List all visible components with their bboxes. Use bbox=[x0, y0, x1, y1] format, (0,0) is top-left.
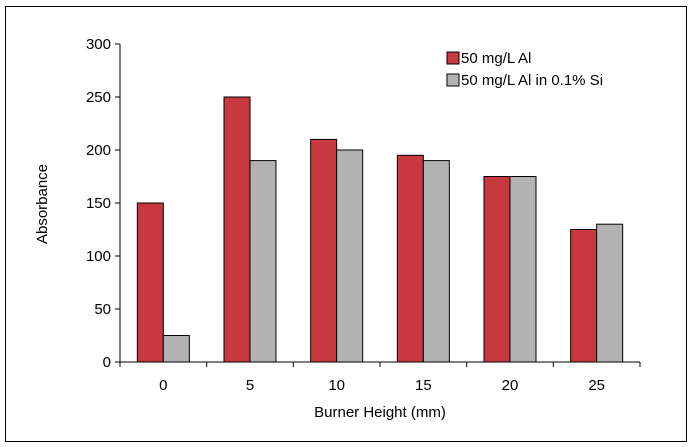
legend-swatch-1 bbox=[446, 51, 460, 65]
y-axis: 0 50 100 150 200 250 300 bbox=[86, 36, 121, 371]
x-tick-label: 0 bbox=[159, 377, 167, 394]
legend-label-2: 50 mg/L Al in 0.1% Si bbox=[461, 72, 603, 89]
legend-swatch-2 bbox=[446, 73, 460, 87]
y-tick-label: 300 bbox=[86, 36, 111, 53]
x-axis: 0 5 10 15 20 25 bbox=[119, 361, 641, 394]
y-axis-title: Absorbance bbox=[34, 164, 51, 244]
bar-series-2-15 bbox=[422, 160, 450, 363]
bar-series-1-15 bbox=[396, 154, 424, 363]
bar-series-2-5 bbox=[249, 160, 277, 363]
bar-series-2-20 bbox=[509, 176, 537, 363]
y-tick-label: 200 bbox=[86, 142, 111, 159]
bar-series-1-5 bbox=[223, 96, 251, 363]
legend: 50 mg/L Al 50 mg/L Al in 0.1% Si bbox=[446, 50, 603, 89]
bar-series-1-10 bbox=[310, 138, 338, 363]
y-tick-label: 50 bbox=[94, 301, 111, 318]
x-axis-title: Burner Height (mm) bbox=[314, 404, 446, 421]
x-tick-label: 15 bbox=[415, 377, 432, 394]
bar-series-2-10 bbox=[336, 149, 364, 363]
bar-series-1-25 bbox=[570, 229, 598, 363]
y-tick-label: 250 bbox=[86, 89, 111, 106]
y-tick-label: 100 bbox=[86, 248, 111, 265]
bar-series-1-20 bbox=[483, 176, 511, 363]
y-tick-label: 150 bbox=[86, 195, 111, 212]
x-tick-label: 10 bbox=[328, 377, 345, 394]
bars bbox=[136, 96, 624, 363]
y-tick-label: 0 bbox=[103, 354, 111, 371]
x-tick-label: 25 bbox=[588, 377, 605, 394]
x-tick-label: 20 bbox=[502, 377, 519, 394]
x-tick-label: 5 bbox=[246, 377, 254, 394]
bar-series-2-0 bbox=[162, 335, 190, 363]
bar-series-2-25 bbox=[596, 223, 624, 363]
bar-series-1-0 bbox=[136, 202, 164, 363]
legend-label-1: 50 mg/L Al bbox=[461, 50, 531, 67]
